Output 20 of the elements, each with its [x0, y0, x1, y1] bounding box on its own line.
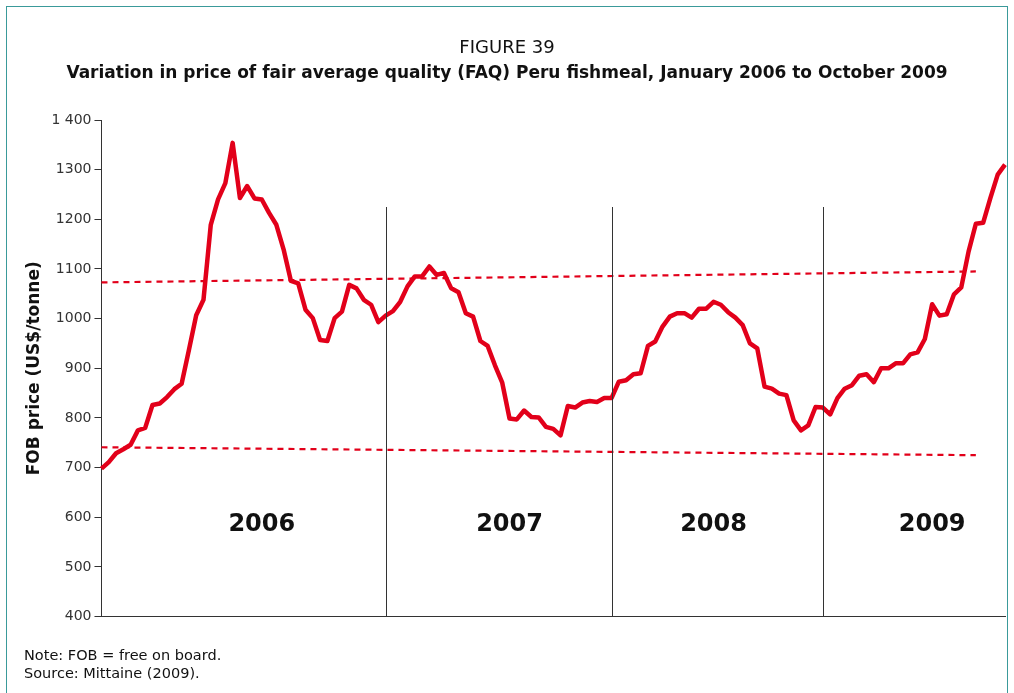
- y-tick-label: 900: [64, 358, 92, 375]
- y-tick-label: 800: [64, 408, 92, 425]
- y-tick-label: 500: [64, 557, 92, 574]
- y-tick-label: 1300: [55, 160, 92, 177]
- x-tick-label: 2009: [898, 508, 966, 537]
- source-note: Source: Mittaine (2009).: [24, 664, 201, 682]
- chart-title: FIGURE 39: [458, 36, 556, 57]
- y-tick-label: 1 400: [51, 110, 92, 127]
- y-tick-label: 700: [64, 458, 92, 475]
- x-tick-label: 2008: [680, 508, 747, 537]
- y-tick-label: 400: [64, 607, 92, 624]
- y-tick-label: 1000: [55, 309, 92, 326]
- y-tick-label: 1200: [55, 209, 92, 226]
- x-tick-label: 2006: [228, 508, 296, 537]
- y-tick-label: 600: [64, 507, 92, 524]
- y-tick-label: 1100: [55, 259, 92, 276]
- chart-subtitle: Variation in price of fair average quality (FAQ) Peru fishmeal, January 2006 to October 2009: [65, 62, 949, 82]
- text: Note: FOB = free on board.: [24, 646, 222, 664]
- x-tick-label: 2007: [476, 508, 543, 537]
- y-axis-title: FOB price (US$/tonne): [22, 261, 43, 476]
